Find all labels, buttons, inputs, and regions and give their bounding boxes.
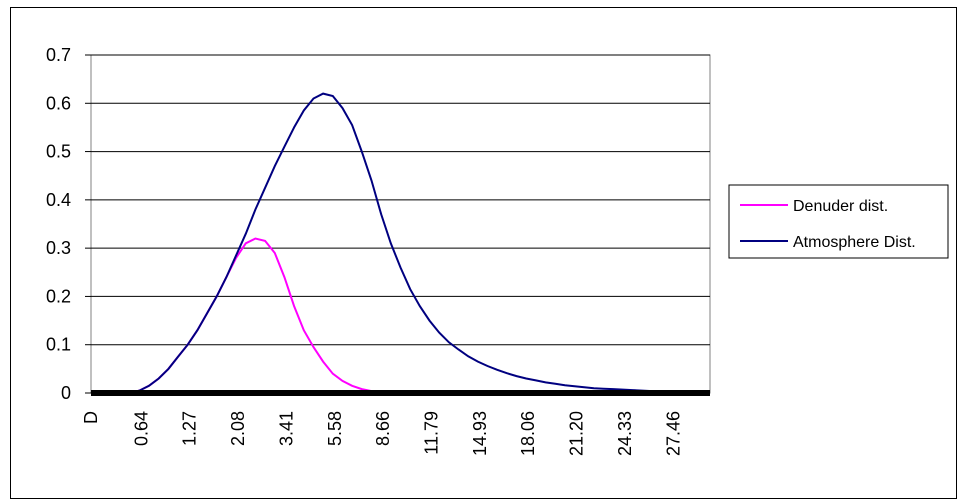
plot-area-border	[90, 54, 711, 394]
x-tick-label: 18.06	[518, 411, 538, 456]
x-tick-label: 0.64	[131, 411, 151, 446]
gridlines	[91, 54, 710, 346]
x-tick-label: 21.20	[567, 411, 587, 456]
x-tick-label: 8.66	[373, 411, 393, 446]
plot-area	[90, 54, 711, 394]
y-tick-label: 0.1	[46, 335, 71, 355]
chart-frame	[10, 7, 957, 499]
x-axis-ticks: D 0.64 1.27 2.08 3.41 5.58 8.66 11.79 14.93 18.06…	[81, 411, 683, 456]
y-tick-label: 0.3	[46, 238, 71, 258]
x-tick-label: D	[81, 411, 101, 424]
legend-label: Atmosphere Dist.	[793, 234, 916, 251]
legend-box	[728, 184, 949, 259]
series-line-2	[91, 92, 710, 394]
x-tick-label: 2.08	[228, 411, 248, 446]
y-tick-label: 0.2	[46, 286, 71, 306]
y-tick-label: 0.4	[46, 190, 71, 210]
y-tick-label: 0.5	[46, 142, 71, 162]
x-tick-label: 3.41	[276, 411, 296, 446]
x-tick-label: 1.27	[180, 411, 200, 446]
y-tick-label: 0	[61, 383, 71, 403]
x-tick-label: 24.33	[615, 411, 635, 456]
x-tick-label: 14.93	[470, 411, 490, 456]
x-tick-label: 11.79	[422, 411, 442, 455]
x-tick-label: 27.46	[663, 411, 683, 456]
legend: Denuder dist. Atmosphere Dist.	[728, 184, 949, 259]
x-tick-label: 5.58	[325, 411, 345, 446]
y-axis-ticks: 0 0.1 0.2 0.3 0.4 0.5 0.6 0.7	[46, 45, 91, 403]
y-tick-label: 0.6	[46, 93, 71, 113]
legend-label: Denuder dist.	[793, 198, 888, 215]
y-tick-label: 0.7	[46, 45, 71, 65]
